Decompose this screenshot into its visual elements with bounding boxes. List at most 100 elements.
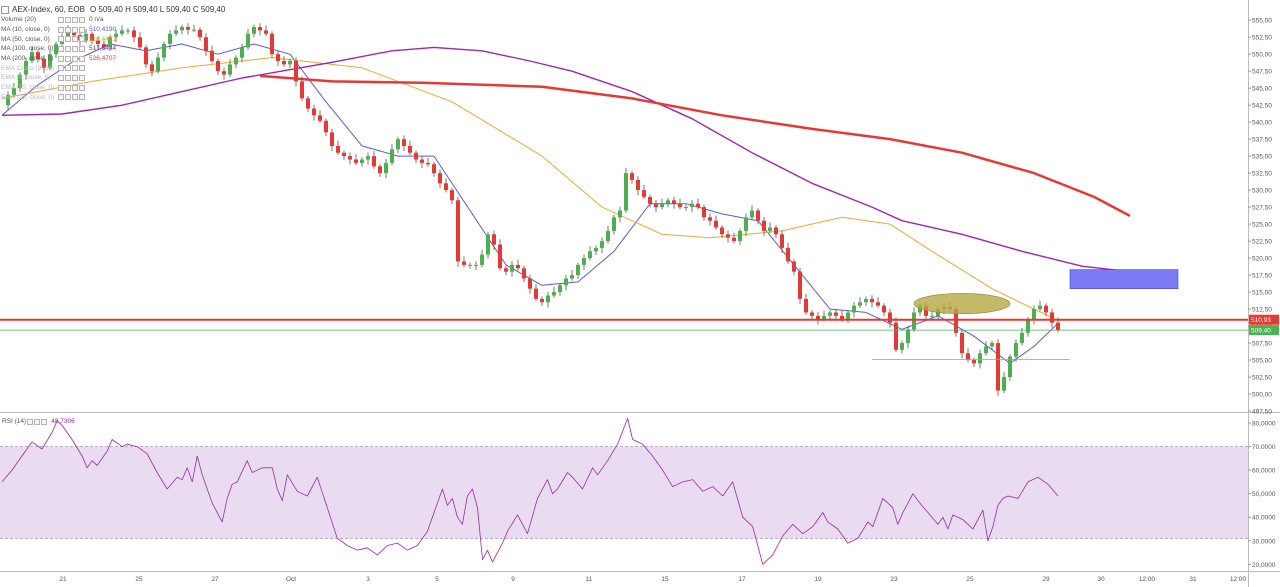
indicator-close-button[interactable] xyxy=(72,65,78,72)
candle xyxy=(594,247,598,252)
indicator-close-button[interactable] xyxy=(72,36,78,43)
indicator-more-button[interactable] xyxy=(79,65,85,72)
indicator-visibility-button[interactable] xyxy=(58,74,64,81)
price-tick-label: 500,00 xyxy=(1252,392,1272,399)
indicator-row: EMA (9, close, 0) xyxy=(1,73,225,83)
candle xyxy=(270,33,274,55)
candle xyxy=(186,26,190,30)
candle xyxy=(630,173,634,180)
candle xyxy=(816,315,820,320)
rsi-line xyxy=(1,418,1059,565)
candle xyxy=(156,57,160,72)
rsi-visibility-button[interactable] xyxy=(27,418,34,425)
indicator-settings-button[interactable] xyxy=(65,26,71,33)
rsi-tick-label: 70,0000 xyxy=(1252,444,1276,451)
indicator-visibility-button[interactable] xyxy=(58,45,64,52)
drawings[interactable] xyxy=(0,269,1248,360)
indicator-more-button[interactable] xyxy=(79,94,85,101)
indicator-more-button[interactable] xyxy=(79,26,85,33)
candle xyxy=(126,30,130,32)
indicator-settings-button[interactable] xyxy=(65,55,71,62)
indicator-settings-button[interactable] xyxy=(65,74,71,81)
candle xyxy=(612,217,616,231)
indicator-close-button[interactable] xyxy=(72,55,78,62)
indicator-visibility-button[interactable] xyxy=(58,65,64,72)
indicator-row: EMA Cross (9, 26) xyxy=(1,63,225,73)
candle xyxy=(1044,305,1048,313)
candle xyxy=(42,58,46,68)
indicator-more-button[interactable] xyxy=(79,74,85,81)
indicator-close-button[interactable] xyxy=(72,74,78,81)
time-axis[interactable]: 21 25 27 Oct 3 5 9 11 15 17 19 23 25 29 30 12:00 31 12:00 xyxy=(59,576,1246,583)
indicator-label: EMA (9, close, 0) xyxy=(1,74,51,82)
symbol-icon xyxy=(1,5,9,14)
rsi-settings-button[interactable] xyxy=(34,418,41,425)
price-tick-label: 540,00 xyxy=(1252,120,1272,127)
indicator-settings-button[interactable] xyxy=(65,36,71,43)
indicator-more-button[interactable] xyxy=(79,16,85,23)
candle xyxy=(690,203,694,208)
indicator-more-button[interactable] xyxy=(79,84,85,91)
indicator-row: MA (200, close, 0) 526,4707 xyxy=(1,54,225,64)
indicator-visibility-button[interactable] xyxy=(58,36,64,43)
candle xyxy=(354,159,358,163)
candle xyxy=(852,305,856,313)
candle xyxy=(744,217,748,231)
symbol-title: AEX-Index, 60, EOB xyxy=(12,5,85,14)
candle xyxy=(702,207,706,218)
indicator-more-button[interactable] xyxy=(79,45,85,52)
price-tick-label: 497,50 xyxy=(1252,409,1272,416)
candle xyxy=(582,258,586,265)
candle xyxy=(570,275,574,279)
indicator-settings-button[interactable] xyxy=(65,16,71,23)
candle xyxy=(18,74,22,89)
candle xyxy=(378,166,382,174)
candle xyxy=(756,210,760,221)
indicator-close-button[interactable] xyxy=(72,26,78,33)
candle xyxy=(780,234,784,248)
candle xyxy=(234,57,238,65)
indicator-value: 517,8444 xyxy=(89,45,117,53)
indicator-close-button[interactable] xyxy=(72,16,78,23)
candle xyxy=(480,254,484,265)
rsi-close-button[interactable] xyxy=(41,418,48,425)
indicator-more-button[interactable] xyxy=(79,36,85,43)
price-tick-label: 512,50 xyxy=(1252,307,1272,314)
indicator-visibility-button[interactable] xyxy=(58,94,64,101)
indicator-visibility-button[interactable] xyxy=(58,55,64,62)
candle xyxy=(456,200,460,262)
candle xyxy=(798,271,802,299)
indicator-more-button[interactable] xyxy=(79,55,85,62)
candle xyxy=(84,33,88,41)
candle xyxy=(732,237,736,242)
candle xyxy=(618,210,622,218)
candle xyxy=(360,159,364,163)
rsi-tick-label: 60,0000 xyxy=(1252,468,1276,475)
indicator-row: MA (100, close, 0) 517,8444 xyxy=(1,44,225,54)
candle xyxy=(114,33,118,38)
price-marker-label: 510,93 xyxy=(1251,317,1271,324)
indicator-visibility-button[interactable] xyxy=(58,16,64,23)
indicator-settings-button[interactable] xyxy=(65,65,71,72)
candle xyxy=(768,227,772,231)
candle xyxy=(90,33,94,41)
candle xyxy=(414,152,418,160)
candle xyxy=(342,152,346,157)
indicator-close-button[interactable] xyxy=(72,94,78,101)
candle xyxy=(900,343,904,350)
candle xyxy=(642,190,646,197)
indicator-visibility-button[interactable] xyxy=(58,26,64,33)
indicator-visibility-button[interactable] xyxy=(58,84,64,91)
indicator-settings-button[interactable] xyxy=(65,45,71,52)
candle xyxy=(318,115,322,121)
candle xyxy=(762,220,766,231)
candle xyxy=(654,203,658,208)
indicator-settings-button[interactable] xyxy=(65,94,71,101)
price-axis[interactable]: 555,00 552,50 550,00 547,50 545,00 542,50 540,… xyxy=(1248,18,1279,416)
indicator-settings-button[interactable] xyxy=(65,84,71,91)
indicator-close-button[interactable] xyxy=(72,84,78,91)
candle xyxy=(138,37,142,48)
candle xyxy=(822,315,826,320)
indicator-close-button[interactable] xyxy=(72,45,78,52)
